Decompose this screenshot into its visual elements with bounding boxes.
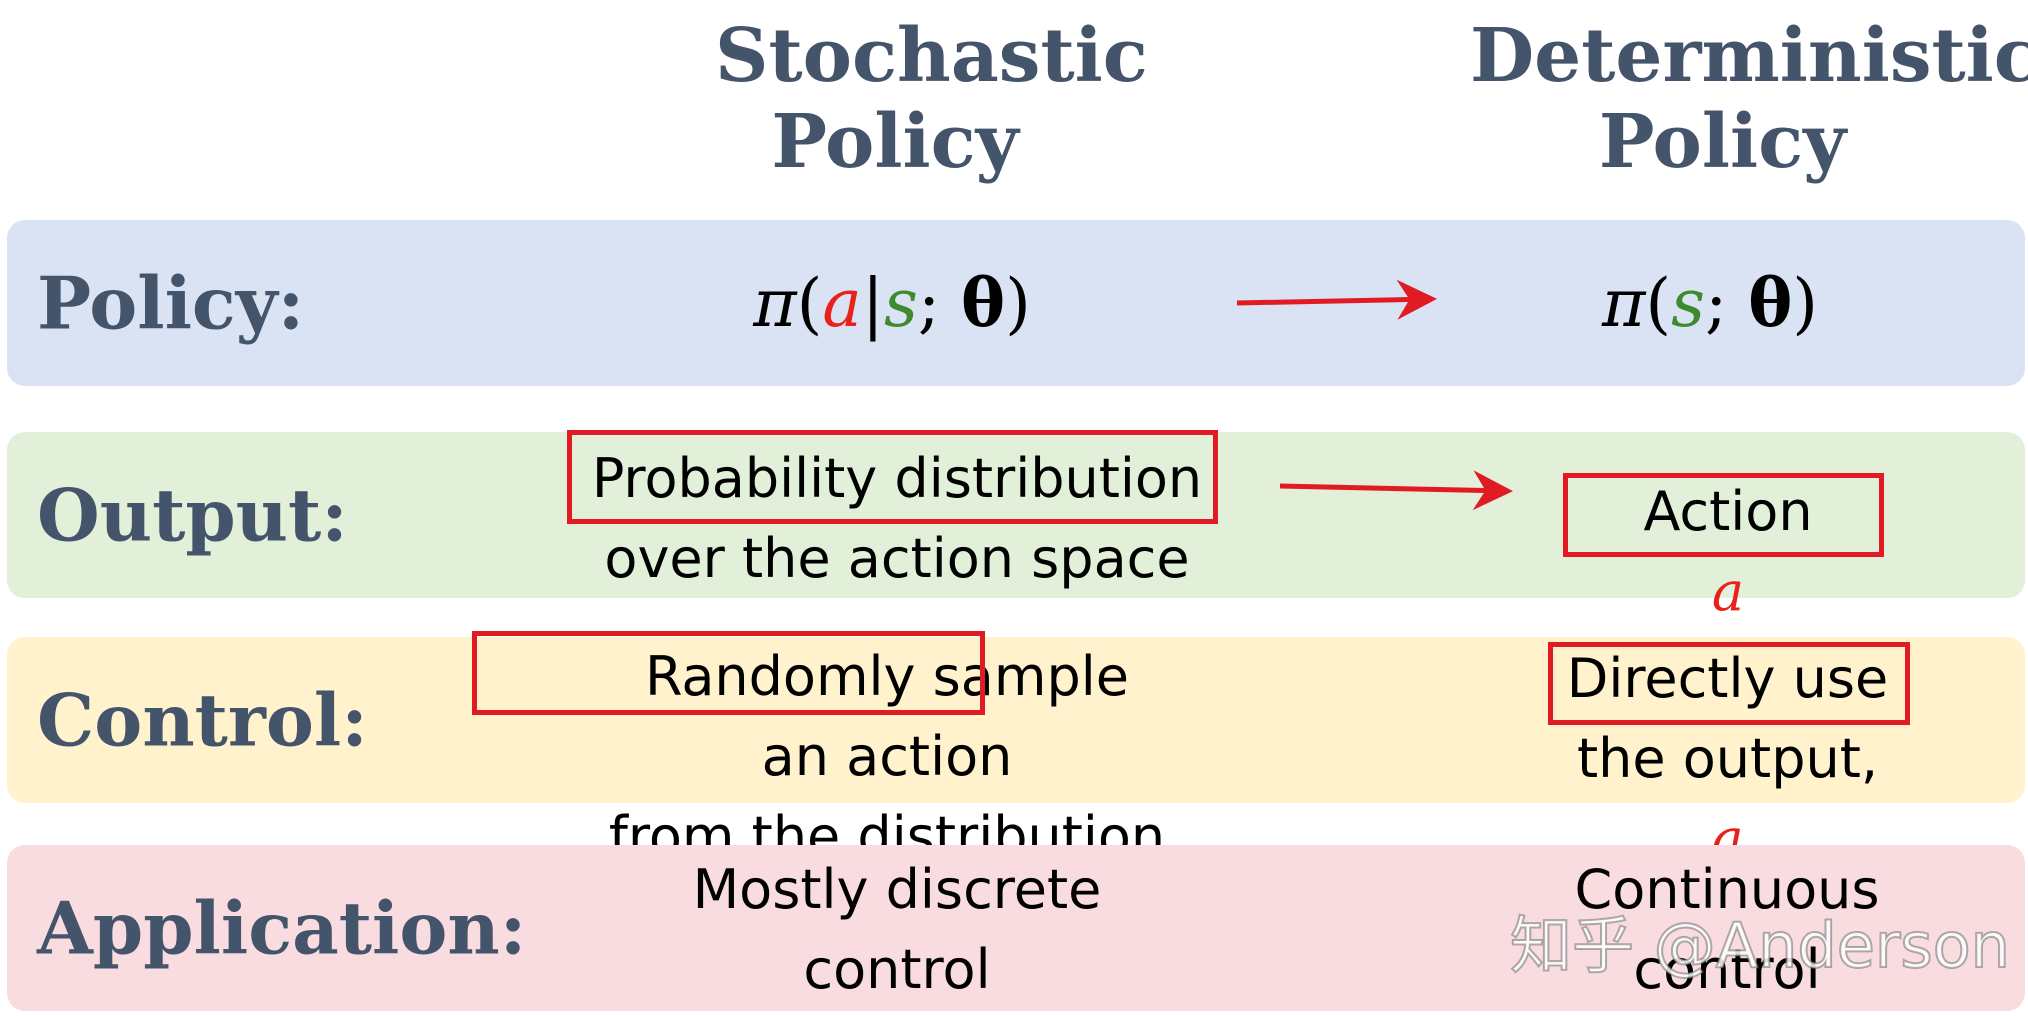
application-row: Application: Mostly discrete control Con…: [7, 845, 2025, 1011]
header-line: Policy: [1598, 99, 1847, 185]
phrase-rest: an action: [761, 725, 1013, 788]
text-line: Continuous: [1574, 858, 1880, 921]
stochastic-policy-formula: π(a|s; θ): [753, 264, 1031, 342]
deterministic-application-text: Continuous control: [1507, 850, 1947, 1010]
action-variable: a: [822, 265, 862, 342]
text-line: Mostly discrete: [692, 858, 1102, 921]
given-bar: |: [861, 265, 884, 342]
output-label: Output:: [37, 472, 348, 558]
action-highlight-box: [1563, 473, 1884, 557]
deterministic-policy-formula: π(s; θ): [1602, 264, 1818, 342]
output-row: Output: Probability distribution over th…: [7, 432, 2025, 623]
application-label: Application:: [37, 885, 527, 971]
text-line: control: [1633, 938, 1821, 1001]
text-line: Randomly sample an action: [477, 637, 1297, 797]
paren: ): [1792, 265, 1819, 342]
phrase: the output,: [1576, 727, 1879, 790]
text-line: the output, a: [1515, 719, 1940, 879]
text-line: Probability distribution: [591, 447, 1203, 510]
deterministic-output-text: Action a: [1563, 472, 1893, 632]
action-word: Action: [1643, 480, 1813, 543]
paren: (: [1645, 265, 1672, 342]
semicolon: ;: [917, 265, 962, 342]
theta-parameter: θ: [961, 264, 1006, 342]
state-variable: s: [1671, 265, 1706, 342]
pi-symbol: π: [753, 265, 797, 342]
deterministic-control-text: Directly use the output, a: [1515, 639, 1940, 879]
header-line: Deterministic: [1470, 13, 2028, 99]
header-line: Policy: [771, 99, 1019, 185]
stochastic-output-text: Probability distribution over the action…: [567, 439, 1227, 599]
zhihu-watermark: 知乎 @Anderson: [1509, 908, 2011, 983]
state-variable: s: [883, 265, 918, 342]
policy-row: Policy: π(a|s; θ) π(s; θ): [7, 220, 2025, 386]
boxed-phrase: Randomly sample: [644, 645, 1130, 708]
stochastic-application-text: Mostly discrete control: [607, 850, 1187, 1010]
control-label: Control:: [37, 677, 368, 763]
policy-label: Policy:: [37, 260, 305, 346]
text-line: over the action space: [604, 527, 1190, 590]
deterministic-policy-header: Deterministic Policy: [1470, 13, 2028, 185]
semicolon: ;: [1705, 265, 1749, 342]
paren: (: [796, 265, 823, 342]
randomly-sample-highlight-box: [472, 631, 985, 715]
action-variable: a: [1711, 560, 1745, 623]
probability-distribution-highlight-box: [567, 430, 1218, 524]
pi-symbol: π: [1601, 265, 1646, 342]
theta-parameter: θ: [1748, 264, 1793, 342]
text-line: control: [803, 938, 991, 1001]
paren: ): [1005, 265, 1031, 342]
text-line: Directly use: [1566, 647, 1889, 710]
directly-use-highlight-box: [1548, 642, 1910, 725]
text-line: Action a: [1563, 472, 1893, 632]
